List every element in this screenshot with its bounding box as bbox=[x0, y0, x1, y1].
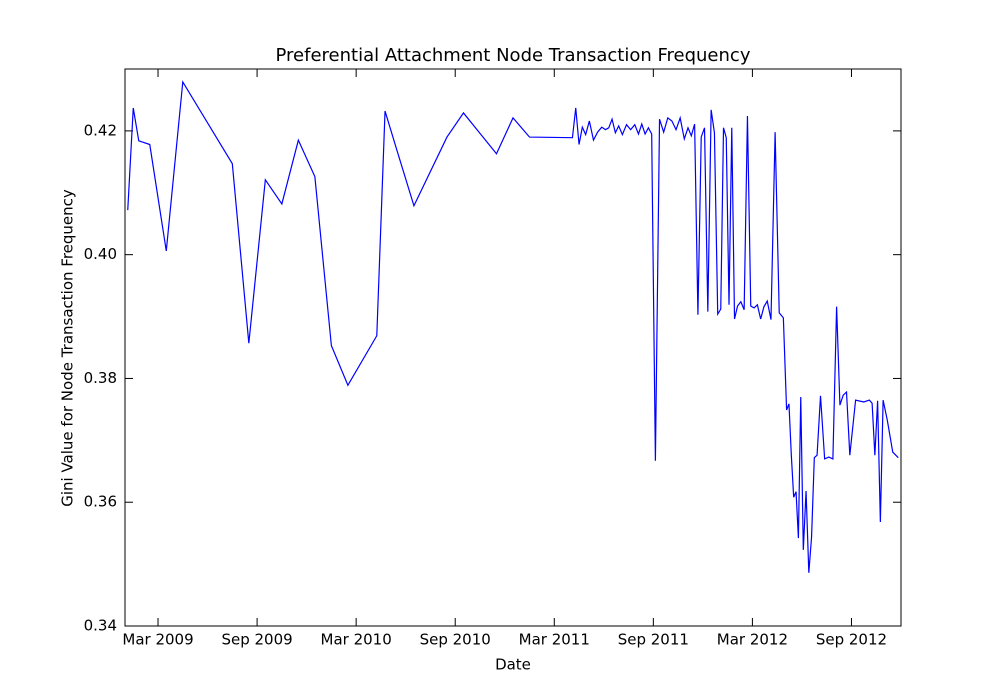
x-tick-label: Sep 2010 bbox=[420, 631, 491, 649]
plot-frame bbox=[124, 68, 902, 627]
y-tick-label: 0.38 bbox=[84, 369, 117, 387]
x-axis-label: Date bbox=[495, 656, 531, 674]
y-axis-label: Gini Value for Node Transaction Frequenc… bbox=[59, 189, 77, 507]
x-tick-label: Sep 2011 bbox=[618, 631, 689, 649]
y-tick-label: 0.42 bbox=[84, 121, 117, 139]
x-tick-label: Mar 2010 bbox=[321, 631, 392, 649]
x-tick-label: Sep 2012 bbox=[816, 631, 887, 649]
y-tick-label: 0.36 bbox=[84, 493, 117, 511]
chart-title: Preferential Attachment Node Transaction… bbox=[276, 45, 751, 66]
y-tick-label: 0.34 bbox=[84, 617, 117, 635]
data-line bbox=[127, 80, 899, 573]
x-tick-label: Mar 2011 bbox=[519, 631, 590, 649]
y-tick-label: 0.40 bbox=[84, 245, 117, 263]
x-tick-label: Sep 2009 bbox=[221, 631, 292, 649]
x-tick-label: Mar 2009 bbox=[122, 631, 193, 649]
x-tick-label: Mar 2012 bbox=[717, 631, 788, 649]
